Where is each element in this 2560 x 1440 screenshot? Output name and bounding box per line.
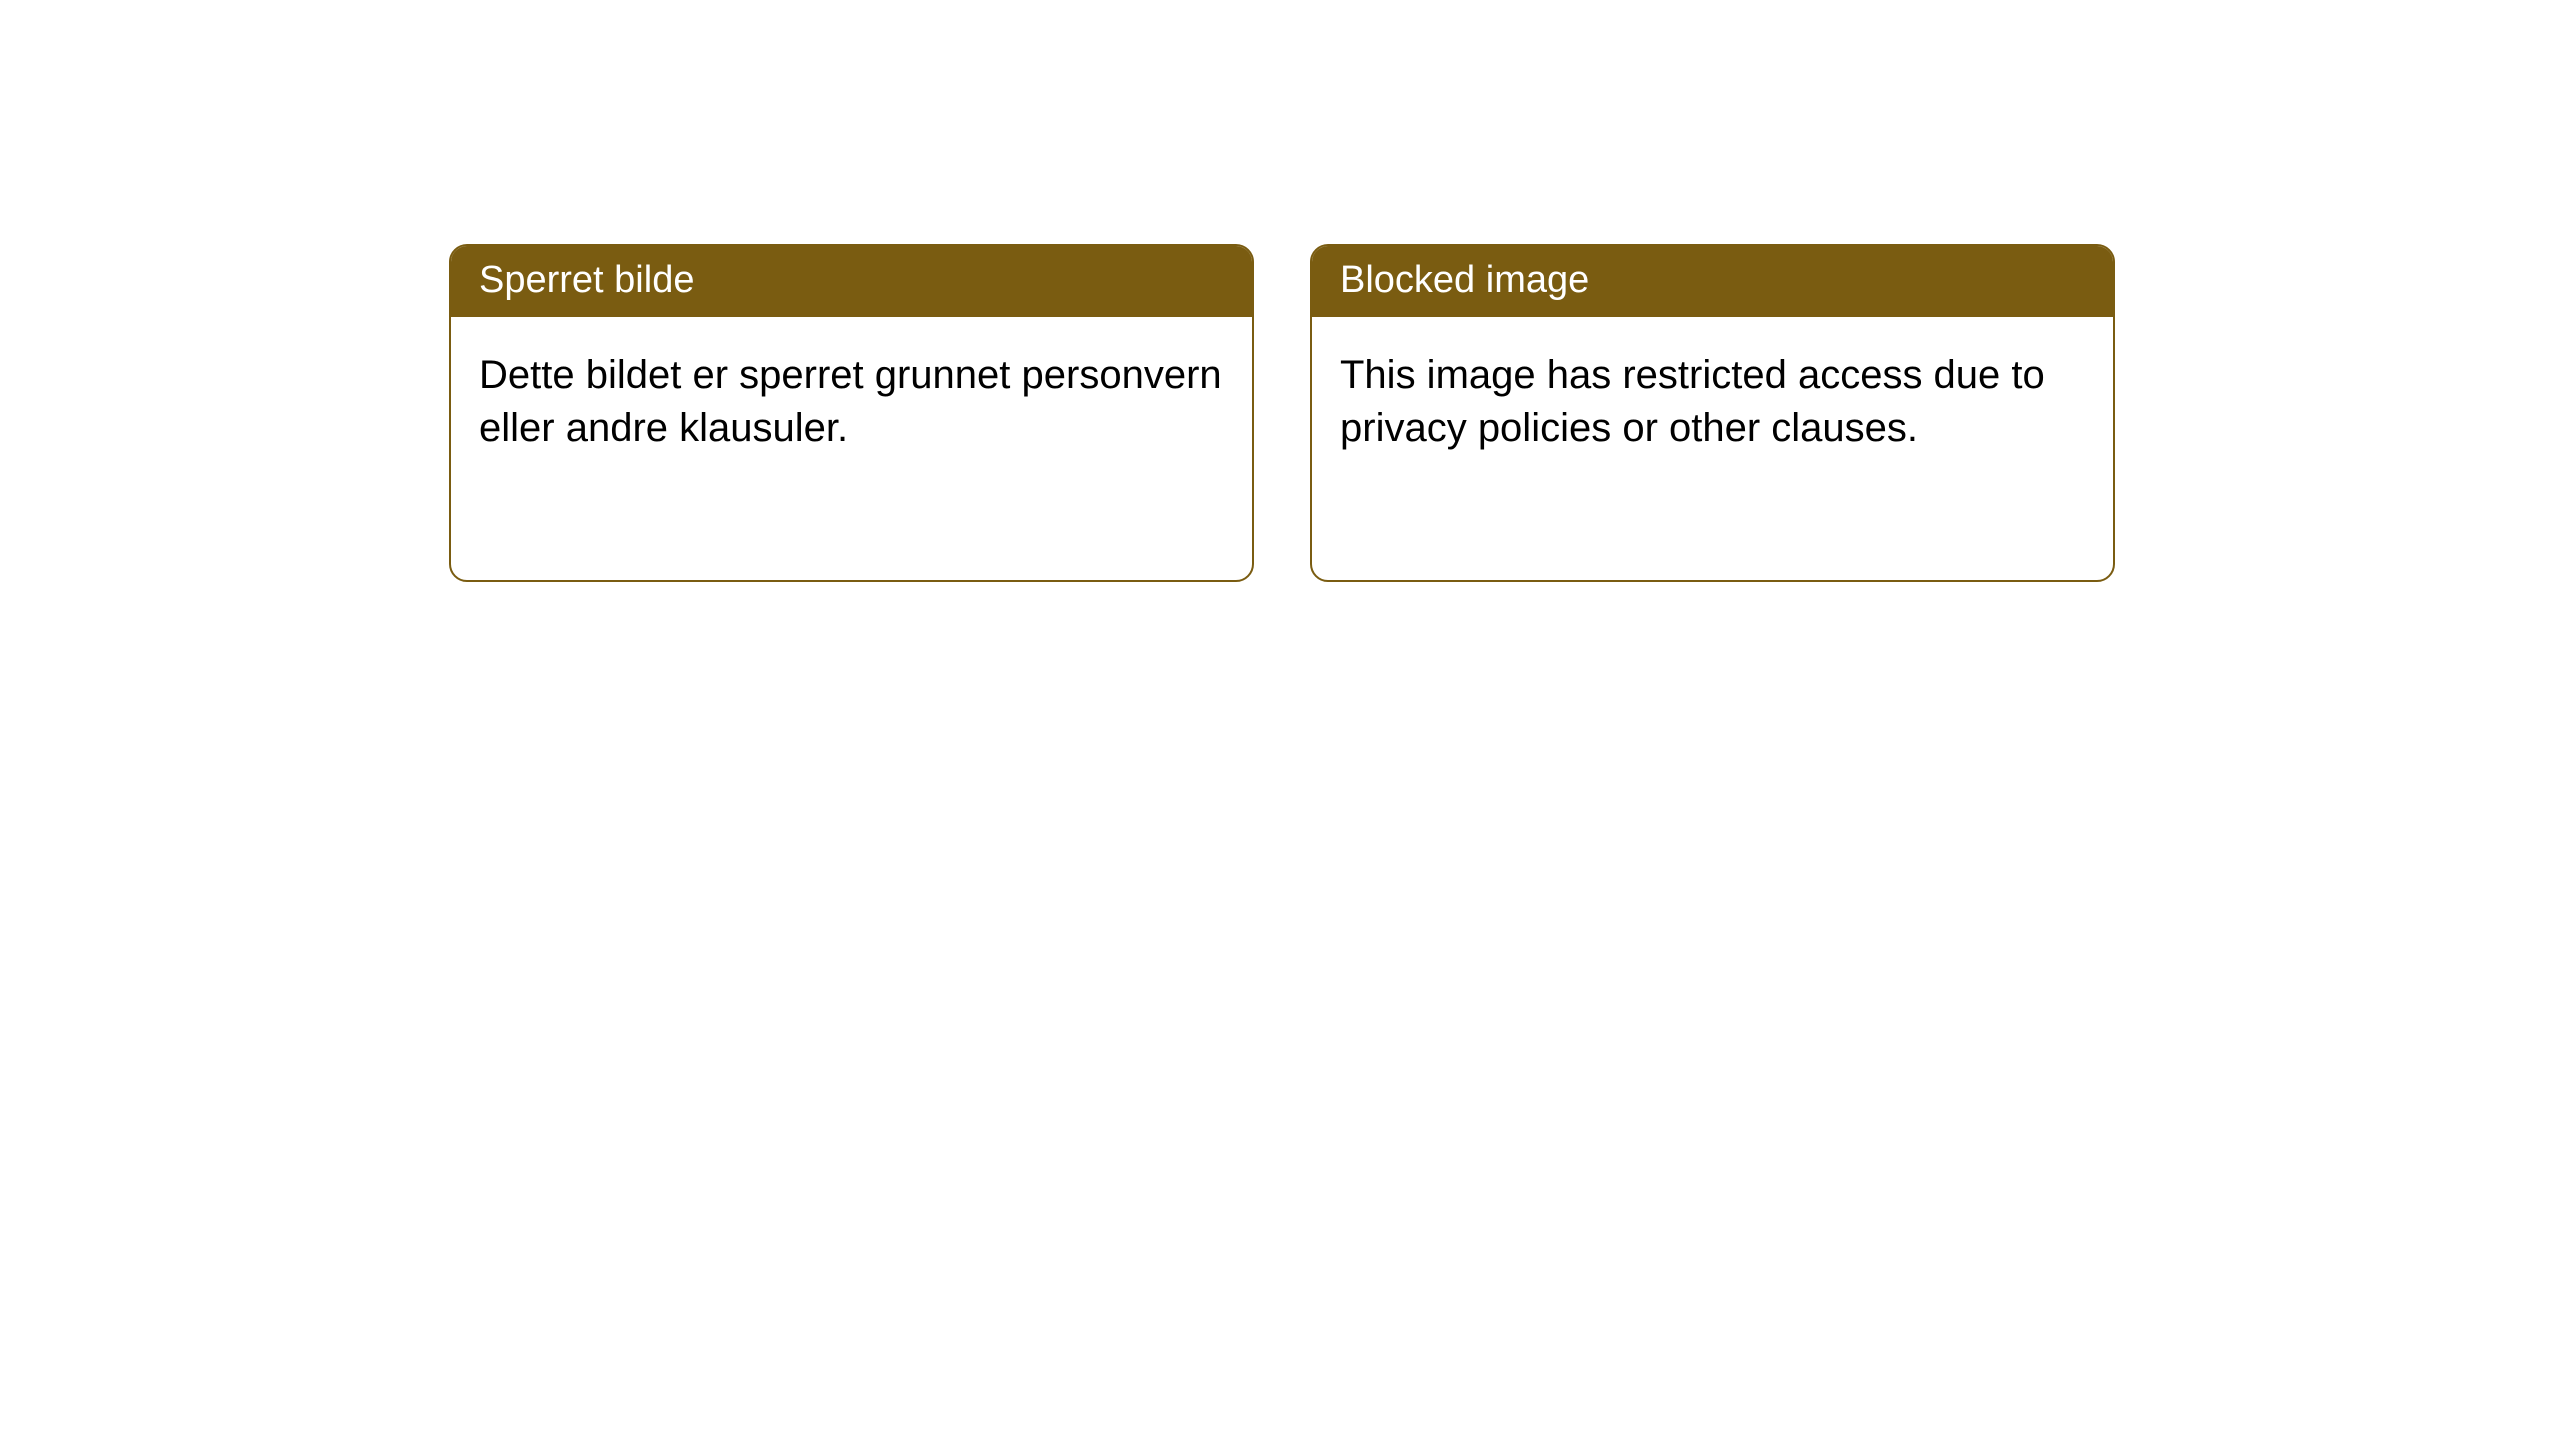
notice-header: Sperret bilde bbox=[451, 246, 1252, 317]
notice-card-norwegian: Sperret bilde Dette bildet er sperret gr… bbox=[449, 244, 1254, 582]
notice-header: Blocked image bbox=[1312, 246, 2113, 317]
notice-container: Sperret bilde Dette bildet er sperret gr… bbox=[0, 0, 2560, 582]
notice-body: Dette bildet er sperret grunnet personve… bbox=[451, 317, 1252, 487]
notice-card-english: Blocked image This image has restricted … bbox=[1310, 244, 2115, 582]
notice-body: This image has restricted access due to … bbox=[1312, 317, 2113, 487]
